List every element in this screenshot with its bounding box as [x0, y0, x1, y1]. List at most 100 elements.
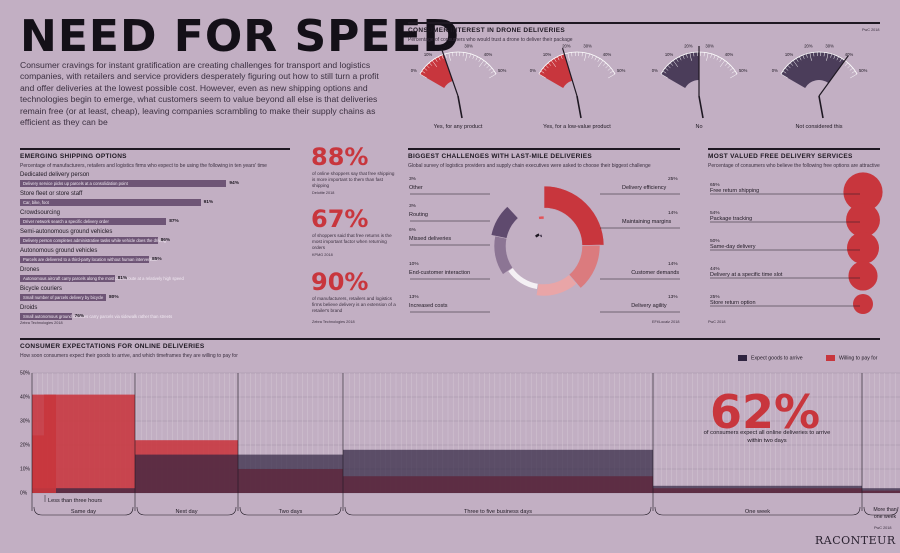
- bubble: [848, 261, 878, 291]
- challenges-subtitle: Global survey of logistics providers and…: [408, 163, 651, 169]
- gauge-tick: [478, 60, 485, 68]
- gauge-fill: [660, 52, 699, 88]
- shipping-bar: Delivery person completes administrative…: [20, 237, 166, 244]
- gauge-tick: [560, 54, 563, 59]
- freedel-percent: 50%: [710, 238, 720, 244]
- gauge-needle: [818, 55, 849, 97]
- gauge-fill: [780, 52, 845, 88]
- gauge-tick: [431, 60, 438, 68]
- gauge-tick: [679, 56, 682, 61]
- gauge-tick: [557, 56, 560, 61]
- gauge-tick-label: 30%: [583, 44, 592, 49]
- gauge-tick: [660, 73, 668, 79]
- challenges-donut: [410, 185, 680, 313]
- gauge-tick: [802, 54, 805, 59]
- gauge-tick: [472, 54, 475, 59]
- gauge-tick-label: 30%: [825, 44, 834, 49]
- gauge-tick: [581, 52, 583, 57]
- y-tick-label: 30%: [20, 419, 31, 425]
- challenge-percent: 14%: [668, 262, 678, 267]
- gauge-tick: [591, 54, 594, 59]
- gauge-tick: [488, 67, 493, 71]
- gauge-tick: [823, 52, 825, 57]
- gauge-tick: [441, 54, 444, 59]
- freedel-bubbles: 65%Free return shipping 54%Package tracki…: [710, 172, 883, 314]
- y-tick-label: 0%: [20, 491, 28, 497]
- freedel-percent: 54%: [710, 210, 720, 216]
- gauge-tick: [483, 62, 487, 66]
- gauge-tick: [605, 65, 609, 69]
- intro-text: Consumer cravings for instant gratificat…: [20, 60, 379, 128]
- freedel-title: MOST VALUED FREE DELIVERY SERVICES: [708, 153, 853, 160]
- gauge-tick-label: 0%: [530, 68, 536, 73]
- shipping-category: Crowdsourcing: [20, 210, 61, 216]
- gauge-tick: [806, 53, 808, 58]
- drone-gauges: 0% 10% 20% 30% 40% 50% 0% 10% 20% 30% 40% 50% 0% 10% 2…: [411, 44, 868, 119]
- challenge-label: End-customer interaction: [409, 270, 471, 276]
- gauge-needle-base: [576, 95, 582, 119]
- gauge-tick-label: 40%: [725, 52, 734, 57]
- gauge-tick: [452, 52, 454, 57]
- drone-rule: [408, 22, 880, 24]
- gauge-tick: [465, 52, 468, 61]
- stat-source: Deloitte 2018: [312, 191, 335, 195]
- x-category-label: Three to five business days: [464, 509, 532, 515]
- gauge-tick-label: 20%: [443, 44, 452, 49]
- x-category-label: Same day: [71, 509, 96, 515]
- donut-slice: [538, 215, 545, 220]
- gauge-tick: [693, 52, 695, 57]
- gauge-needle-base: [457, 95, 463, 119]
- gauge-tick: [588, 53, 590, 58]
- page-title: NEED FOR SPEED: [20, 11, 461, 62]
- shipping-percent: 85%: [152, 257, 162, 262]
- gauge-tick: [799, 56, 802, 61]
- gauge-tick-label: 50%: [859, 68, 868, 73]
- challenge-label: Missed deliveries: [409, 236, 452, 242]
- gauge-tick-label: 30%: [464, 44, 473, 49]
- gauge-tick: [813, 52, 815, 57]
- category-bracket: [344, 506, 652, 516]
- legend-swatch-expect: [738, 355, 747, 361]
- freedel-rule: [708, 148, 880, 150]
- y-tick-label: 50%: [20, 371, 31, 377]
- challenge-label: Increased costs: [409, 303, 448, 309]
- gauge-tick: [727, 65, 731, 69]
- gauge-tick: [664, 67, 669, 71]
- shipping-bar: Small autonomous ground vehicles carry p…: [20, 313, 172, 320]
- expect-title: CONSUMER EXPECTATIONS FOR ONLINE DELIVER…: [20, 343, 205, 350]
- challenge-percent: 10%: [409, 262, 419, 267]
- area-expect: [653, 485, 862, 493]
- gauge-tick-label: 50%: [739, 68, 748, 73]
- gauge-tick: [670, 62, 674, 66]
- shipping-percent: 80%: [109, 295, 119, 300]
- gauge-tick-label: 30%: [705, 44, 714, 49]
- donut-slice: [539, 233, 543, 239]
- challenge-label: Delivery efficiency: [622, 185, 667, 191]
- gauge-tick: [847, 65, 851, 69]
- y-tick-label: 10%: [20, 467, 31, 473]
- gauge-tick: [438, 56, 441, 61]
- shipping-bar: Small number of parcels delivery by bicy…: [20, 294, 106, 301]
- shipping-description: Delivery service picks up parcels at a c…: [23, 181, 128, 186]
- gauge-tick: [790, 62, 794, 66]
- shipping-bar: Car, bike, foot: [20, 199, 201, 206]
- legend-expect: Expect goods to arrive: [738, 355, 803, 361]
- shipping-category: Bicycle couriers: [20, 286, 63, 292]
- gauge-tick: [538, 73, 546, 79]
- gauge-tick: [836, 56, 839, 61]
- category-bracket: [863, 506, 899, 516]
- gauge-label: Not considered this: [795, 124, 843, 130]
- donut-slice: [543, 185, 605, 246]
- gauge-tick: [545, 65, 549, 69]
- challenge-label: Routing: [409, 212, 428, 218]
- area-expect: [862, 488, 900, 493]
- stat-value: 67%: [311, 205, 369, 233]
- gauge-tick: [607, 67, 612, 71]
- gauge-tick: [844, 62, 848, 66]
- gauge-tick: [675, 58, 679, 62]
- gauge-tick: [730, 73, 738, 79]
- gauge-tick: [710, 53, 712, 58]
- stat-text: of shoppers said that free returns is th…: [312, 233, 392, 250]
- gauge-tick-label: 10%: [785, 52, 794, 57]
- area-expect: [135, 454, 238, 493]
